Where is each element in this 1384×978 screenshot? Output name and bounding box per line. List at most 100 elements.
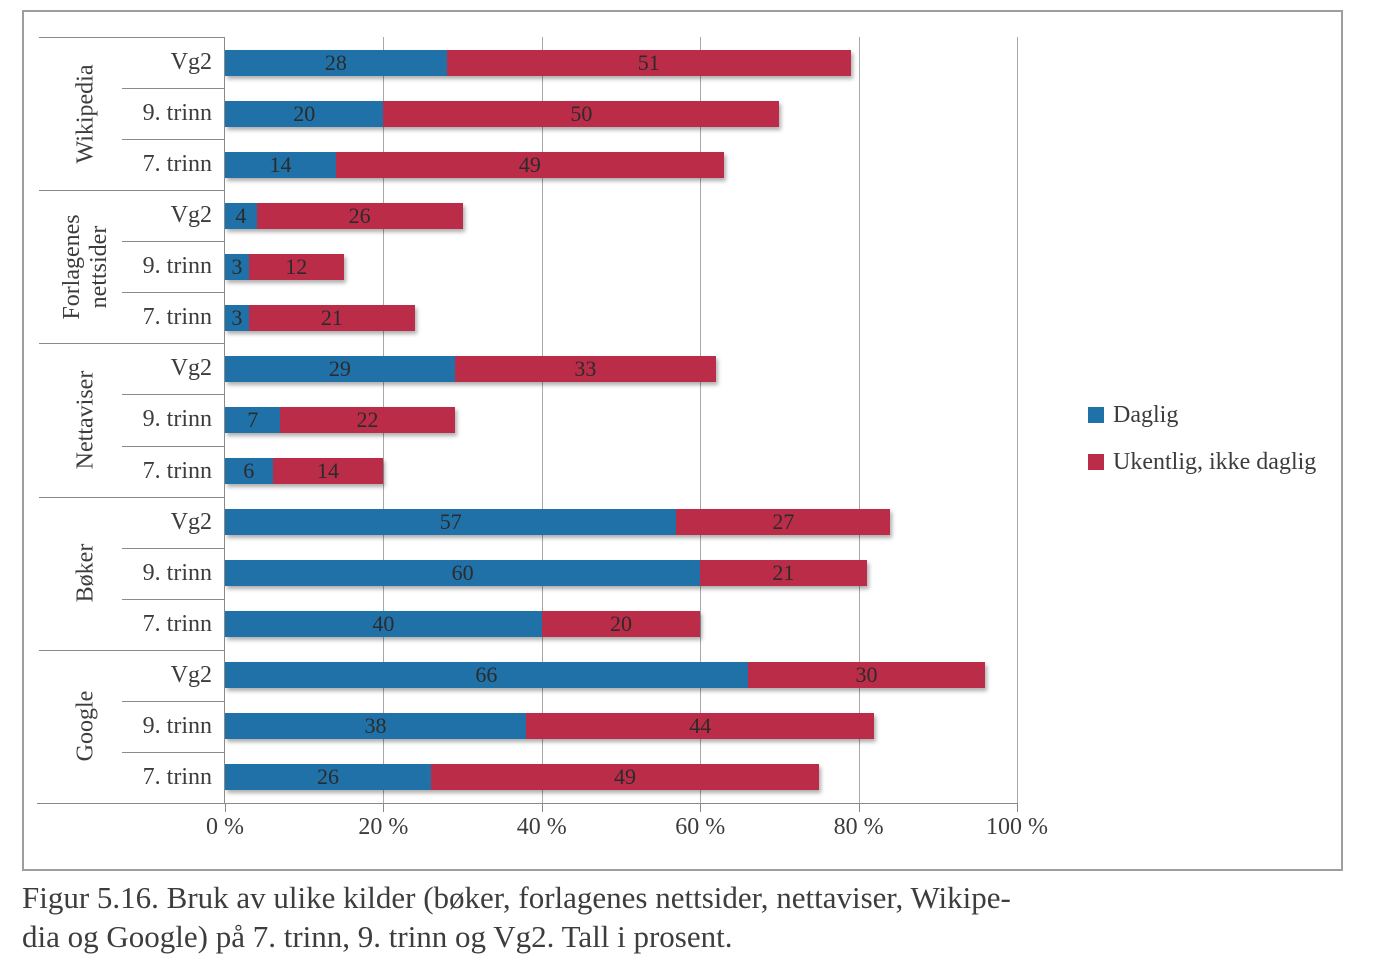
category-label: 9. trinn	[142, 253, 212, 280]
row-separator	[122, 394, 224, 396]
bar-value-label: 44	[689, 713, 712, 739]
bar-value-label: 26	[348, 202, 371, 228]
legend: Daglig Ukentlig, ikke daglig	[1088, 402, 1316, 475]
category-label: 9. trinn	[142, 559, 212, 586]
group-label: Google	[72, 691, 99, 762]
category-label: Vg2	[170, 508, 212, 535]
bar: 20 50	[225, 100, 780, 127]
x-axis-tick	[1017, 803, 1018, 812]
bar-segment-ukentlig: 49	[430, 764, 819, 791]
row-separator	[122, 598, 224, 600]
bar-segment-daglig: 20	[225, 100, 384, 127]
bar-value-label: 4	[235, 202, 247, 228]
bar-value-label: 28	[324, 49, 347, 75]
bar-value-label: 49	[518, 151, 541, 177]
bar-segment-ukentlig: 49	[335, 151, 724, 178]
caption-line-2: dia og Google) på 7. trinn, 9. trinn og …	[22, 919, 733, 954]
bar-segment-ukentlig: 44	[525, 713, 875, 740]
bar-value-label: 7	[247, 407, 259, 432]
legend-label-daglig: Daglig	[1113, 402, 1179, 428]
bar-value-label: 14	[316, 458, 339, 484]
bar-segment-ukentlig: 14	[272, 458, 384, 485]
category-label: Vg2	[170, 355, 212, 382]
category-label: 7. trinn	[142, 457, 212, 484]
x-axis-tick-label: 80 %	[833, 814, 884, 840]
bar-value-label: 38	[364, 713, 387, 739]
bar-value-label: 26	[316, 764, 339, 790]
bar-segment-ukentlig: 50	[383, 100, 780, 127]
row-separator	[122, 751, 224, 753]
bar-segment-ukentlig: 51	[446, 49, 851, 76]
x-axis-tick-label: 20 %	[358, 814, 409, 840]
bar-segment-daglig: 29	[225, 355, 455, 382]
bar-value-label: 49	[613, 764, 636, 790]
bar-segment-daglig: 28	[225, 49, 447, 76]
bar-value-label: 60	[451, 560, 474, 586]
bar-segment-daglig: 66	[225, 662, 748, 689]
bar-segment-daglig: 4	[225, 202, 257, 229]
bar: 4 26	[225, 202, 463, 229]
bar: 28 51	[225, 49, 851, 76]
bar: 29 33	[225, 355, 717, 382]
legend-label-ukentlig: Ukentlig, ikke daglig	[1113, 449, 1317, 475]
bar-segment-ukentlig: 21	[700, 560, 867, 587]
bar: 60 21	[225, 560, 867, 587]
group-label: Nettaviser	[72, 370, 99, 470]
bar-segment-ukentlig: 30	[747, 662, 986, 689]
bar-segment-ukentlig: 21	[248, 304, 416, 331]
bar: 3 12	[225, 253, 344, 280]
row-separator	[122, 700, 224, 702]
group-label: Wikipedia	[72, 64, 99, 164]
gridline	[1017, 37, 1018, 803]
category-label: Vg2	[170, 49, 212, 75]
category-label: 9. trinn	[142, 712, 212, 739]
legend-item-daglig: Daglig	[1088, 402, 1316, 428]
group-label: Bøker	[72, 543, 99, 603]
bar-value-label: 20	[293, 100, 316, 126]
bar-value-label: 6	[243, 458, 255, 484]
bar-value-label: 12	[285, 253, 308, 279]
legend-swatch-ukentlig	[1088, 454, 1104, 470]
bar-segment-ukentlig: 20	[541, 611, 701, 638]
bar-segment-ukentlig: 27	[676, 509, 891, 536]
bar-value-label: 27	[772, 509, 795, 535]
row-separator	[122, 292, 224, 294]
x-axis-tick	[700, 803, 702, 812]
caption-line-1: Figur 5.16. Bruk av ulike kilder (bøker,…	[22, 880, 1011, 915]
bar-segment-daglig: 57	[225, 509, 677, 536]
x-axis-tick-label: 0 %	[206, 814, 244, 840]
row-separator	[122, 547, 224, 549]
bar-value-label: 29	[328, 355, 351, 381]
bar: 38 44	[225, 713, 875, 740]
x-axis-tick-label: 100 %	[986, 814, 1048, 840]
bar: 7 22	[225, 407, 455, 433]
x-axis-tick-label: 40 %	[516, 814, 567, 840]
bar-value-label: 50	[570, 100, 593, 126]
bar-value-label: 22	[356, 407, 379, 432]
legend-item-ukentlig: Ukentlig, ikke daglig	[1088, 449, 1316, 475]
bar: 40 20	[225, 611, 701, 638]
bar-value-label: 20	[609, 611, 632, 637]
gridline	[700, 37, 702, 803]
bar-value-label: 30	[855, 662, 878, 688]
bar-value-label: 40	[372, 611, 395, 637]
row-separator	[122, 139, 224, 141]
category-label: 7. trinn	[142, 763, 212, 790]
bar-segment-daglig: 40	[225, 611, 542, 638]
bar-value-label: 57	[439, 509, 462, 535]
bar: 3 21	[225, 304, 416, 331]
bar-value-label: 14	[269, 151, 292, 177]
gridline	[858, 37, 860, 803]
bar-segment-ukentlig: 22	[280, 407, 455, 433]
bar-segment-daglig: 38	[225, 713, 526, 740]
category-label: 7. trinn	[142, 304, 212, 331]
x-axis-tick	[541, 803, 543, 812]
bar-value-label: 33	[574, 355, 597, 381]
group-separator	[39, 343, 224, 345]
group-separator	[39, 649, 224, 651]
bar-segment-daglig: 6	[225, 458, 273, 485]
group-label: Forlagenes nettsider	[59, 214, 112, 320]
bar: 6 14	[225, 458, 384, 485]
bar: 14 49	[225, 151, 724, 178]
bar-segment-ukentlig: 26	[256, 202, 463, 229]
